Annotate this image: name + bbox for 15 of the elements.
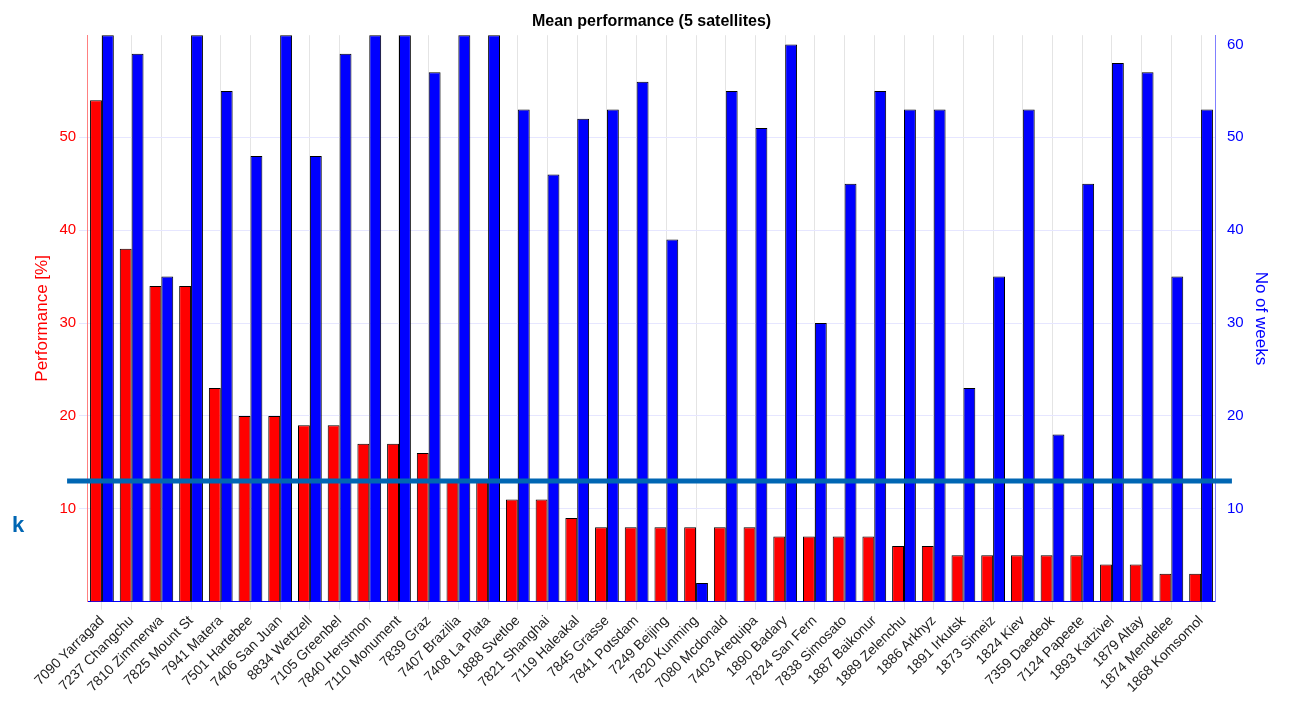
y-tick-label: 50	[59, 127, 77, 145]
y-axis-title: Performance [%]	[31, 255, 51, 382]
text: k	[12, 511, 25, 537]
y-tick-label: 10	[59, 498, 77, 516]
y2-tick-label: 20	[1226, 406, 1244, 424]
y-tick-label: 30	[59, 313, 77, 331]
y2-tick-label: 50	[1226, 127, 1244, 145]
y2-axis-title: No of weeks	[1252, 271, 1272, 366]
y2-tick-label: 60	[1226, 34, 1244, 52]
y-tick-label: 40	[59, 220, 77, 238]
y-tick-label: 20	[59, 406, 77, 424]
y2-tick-label: 40	[1226, 220, 1244, 238]
y2-tick-label: 10	[1226, 498, 1244, 516]
chart-title: Mean performance (5 satellites)	[531, 12, 772, 30]
y2-tick-label: 30	[1226, 313, 1244, 331]
